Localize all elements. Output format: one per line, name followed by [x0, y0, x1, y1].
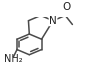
Text: N: N	[49, 16, 57, 26]
Text: NH₂: NH₂	[4, 54, 22, 64]
Text: O: O	[62, 2, 71, 12]
